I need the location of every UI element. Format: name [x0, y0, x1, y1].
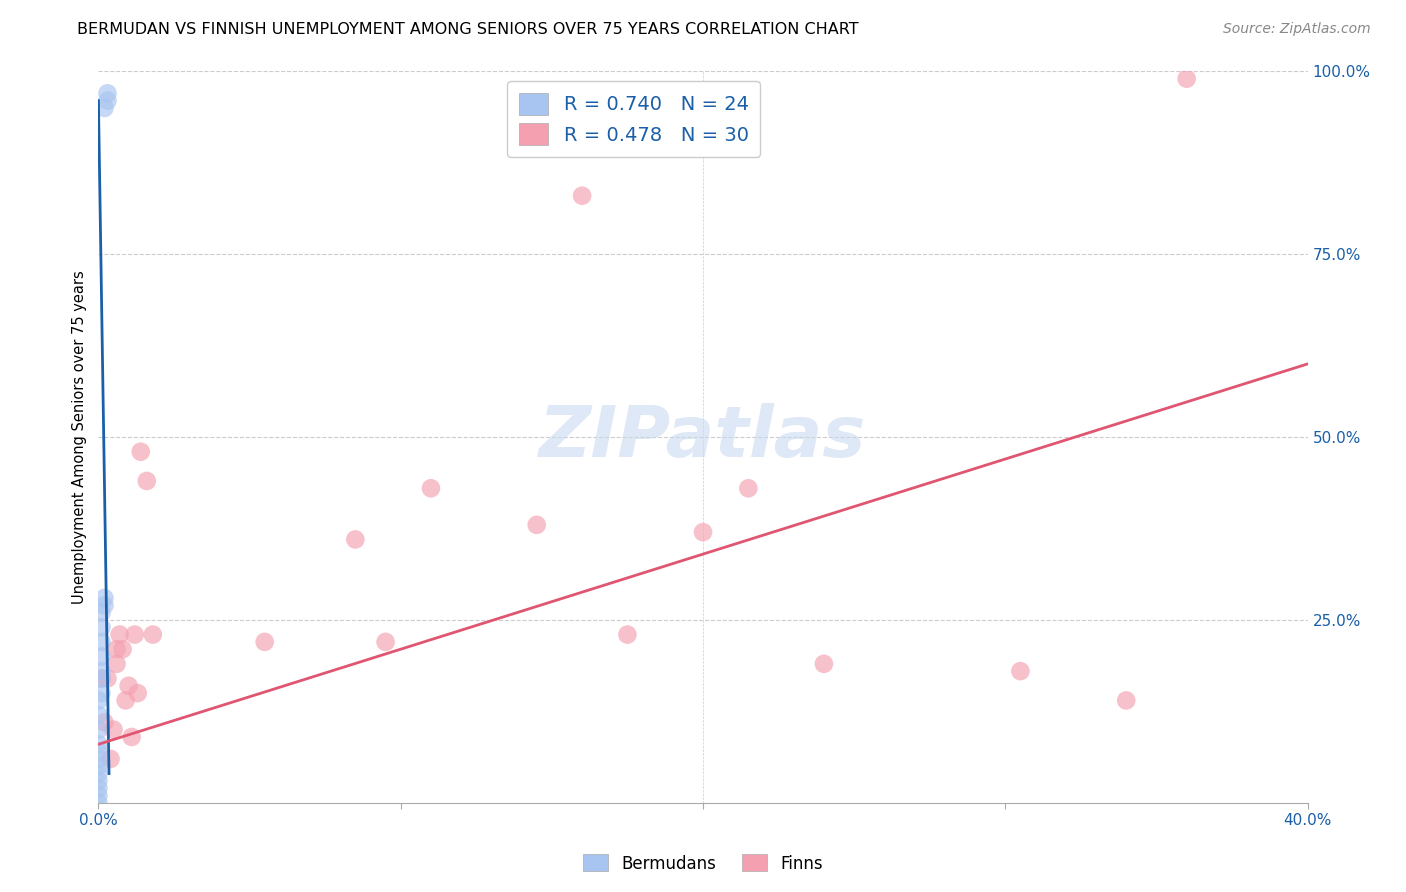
Point [1115, 693, 1137, 707]
Text: Source: ZipAtlas.com: Source: ZipAtlas.com [1223, 22, 1371, 37]
Point [616, 627, 638, 641]
Point [90, 672, 112, 686]
Point [96, 672, 118, 686]
Point [90, 686, 112, 700]
Point [1010, 664, 1032, 678]
Point [87, 759, 110, 773]
Point [374, 635, 396, 649]
Point [737, 481, 759, 495]
Point [87, 752, 110, 766]
Point [526, 517, 548, 532]
Y-axis label: Unemployment Among Seniors over 75 years: Unemployment Among Seniors over 75 years [72, 270, 87, 604]
Point [87, 773, 110, 788]
Point [93, 715, 115, 730]
Point [87, 693, 110, 707]
Point [127, 686, 149, 700]
Point [100, 752, 122, 766]
Text: ZIPatlas: ZIPatlas [540, 402, 866, 472]
Point [118, 679, 141, 693]
Point [129, 444, 152, 458]
Point [121, 730, 143, 744]
Point [87, 766, 110, 780]
Text: BERMUDAN VS FINNISH UNEMPLOYMENT AMONG SENIORS OVER 75 YEARS CORRELATION CHART: BERMUDAN VS FINNISH UNEMPLOYMENT AMONG S… [77, 22, 859, 37]
Point [90, 635, 112, 649]
Point [96, 87, 118, 101]
Point [90, 606, 112, 620]
Point [90, 649, 112, 664]
Point [135, 474, 157, 488]
Point [253, 635, 276, 649]
Point [87, 745, 110, 759]
Point [87, 781, 110, 796]
Point [90, 672, 112, 686]
Point [93, 599, 115, 613]
Point [90, 664, 112, 678]
Point [108, 627, 131, 641]
Point [111, 642, 134, 657]
Point [96, 94, 118, 108]
Point [103, 723, 125, 737]
Point [87, 737, 110, 751]
Point [142, 627, 165, 641]
Point [87, 708, 110, 723]
Point [105, 657, 128, 671]
Point [105, 642, 128, 657]
Point [420, 481, 443, 495]
Legend: R = 0.740   N = 24, R = 0.478   N = 30: R = 0.740 N = 24, R = 0.478 N = 30 [508, 81, 761, 157]
Point [90, 620, 112, 634]
Point [87, 796, 110, 810]
Point [87, 789, 110, 803]
Point [87, 723, 110, 737]
Point [1175, 71, 1198, 86]
Point [93, 101, 115, 115]
Point [114, 693, 136, 707]
Point [692, 525, 714, 540]
Point [124, 627, 146, 641]
Legend: Bermudans, Finns: Bermudans, Finns [576, 847, 830, 880]
Point [571, 188, 593, 202]
Point [93, 591, 115, 605]
Point [344, 533, 367, 547]
Point [813, 657, 835, 671]
